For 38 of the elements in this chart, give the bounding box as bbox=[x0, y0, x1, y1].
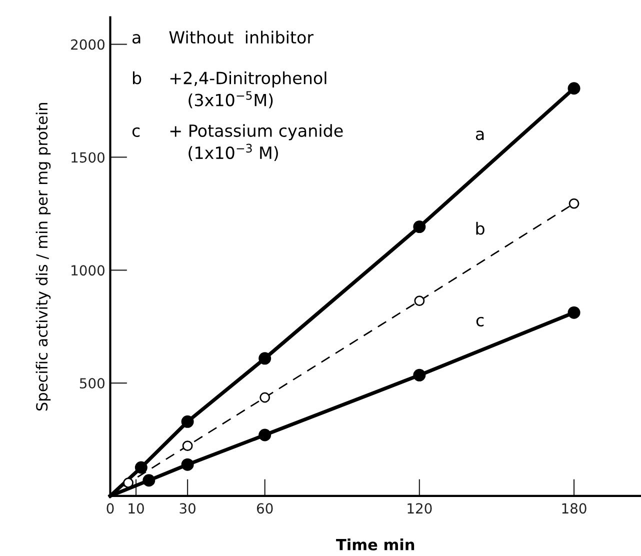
x-tick-label: 10 bbox=[128, 503, 144, 514]
annotation: + Potassium cyanide bbox=[170, 124, 343, 140]
point bbox=[258, 428, 272, 442]
y-tick-label: 1000 bbox=[72, 265, 104, 276]
series-label: b bbox=[476, 222, 484, 235]
point bbox=[142, 474, 156, 487]
point bbox=[182, 440, 193, 452]
y-tick-label: 2000 bbox=[71, 39, 104, 50]
point bbox=[181, 415, 194, 428]
point bbox=[413, 368, 426, 382]
annotation: Without inhibitor bbox=[169, 30, 314, 44]
point bbox=[123, 478, 134, 488]
annotation: (3x10$^{−5}$M) bbox=[188, 91, 273, 108]
point bbox=[568, 198, 580, 209]
annotation: +2,4-Dinitrophenol bbox=[170, 71, 326, 88]
point bbox=[413, 220, 426, 234]
y-axis-title: Specific activity dis / min per mg protein bbox=[36, 102, 51, 411]
point bbox=[181, 458, 194, 471]
x-axis-title: Time min bbox=[336, 538, 414, 550]
point bbox=[134, 461, 148, 474]
annotation: a bbox=[132, 34, 140, 44]
point bbox=[260, 392, 270, 403]
point bbox=[568, 306, 580, 319]
series-label: c bbox=[476, 316, 484, 326]
y-tick-label: 500 bbox=[80, 378, 104, 389]
x-tick-label: 0 bbox=[106, 503, 114, 514]
x-tick-label: 30 bbox=[180, 503, 196, 514]
point bbox=[258, 352, 272, 365]
annotation: c bbox=[132, 127, 140, 137]
annotation: (1x10$^{−3}$ M) bbox=[188, 144, 278, 162]
y-tick-label: 1500 bbox=[72, 152, 104, 163]
point bbox=[568, 82, 580, 95]
point bbox=[414, 296, 425, 306]
x-tick-label: 60 bbox=[256, 503, 273, 514]
x-tick-label: 180 bbox=[562, 503, 586, 514]
annotation: b bbox=[132, 71, 142, 84]
x-tick-label: 120 bbox=[408, 503, 432, 514]
series-label: a bbox=[476, 130, 484, 140]
